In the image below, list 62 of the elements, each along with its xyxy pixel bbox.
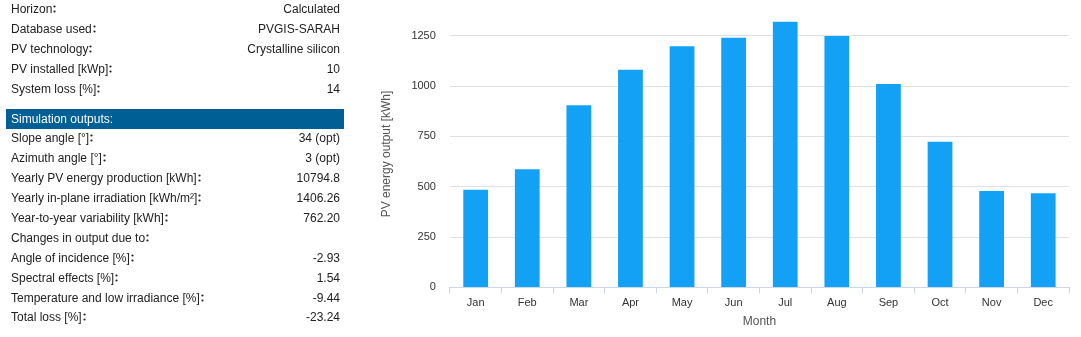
y-tick-label: 1250 [411,28,436,41]
x-tick-label: Jan [466,296,485,309]
category-label: Spectral effects [%] [11,270,115,285]
category-label: Year-to-year variability [kWh] [11,211,164,226]
y-tick-label: 500 [417,179,436,192]
bar [927,141,953,287]
bar [669,46,695,287]
text: 10794.8 [296,171,340,186]
bar [514,169,540,287]
y-tick-label: 250 [417,230,436,243]
text: 10 [326,61,340,76]
text: 14 [326,81,340,96]
category-label: Azimuth angle [°] [11,151,102,166]
category-label: Slope angle [°] [11,131,90,146]
text: 3 (opt) [305,151,340,166]
bar [721,37,747,287]
x-tick-label: Dec [1033,296,1054,309]
category-label: Horizon [11,2,53,16]
bar [772,21,798,287]
category-label: PV technology [11,41,89,56]
category-label: PV installed [kWp] [11,61,109,76]
category-label: Database used [11,21,92,36]
text: Simulation outputs: [6,109,344,130]
bar [824,36,850,287]
x-tick-label: Mar [569,296,589,309]
text: -2.93 [312,250,340,265]
x-axis-title: Month [742,314,777,329]
category-label: Total loss [%] [11,310,82,325]
category-label: Yearly in-plane irradiation [kWh/m²] [11,191,198,206]
text: -9.44 [312,290,340,305]
category-label: Temperature and low irradiance [%] [11,290,200,305]
y-tick-label: 0 [429,280,436,293]
text: 34 (opt) [298,131,340,146]
text: Calculated [283,2,340,16]
category-label: Changes in output due to [11,230,146,245]
text: 1406.26 [296,191,340,206]
category-label: Angle of incidence [%] [11,250,130,265]
y-tick-label: 750 [417,129,436,142]
text: PVGIS-SARAH [257,21,340,36]
bar [463,189,489,287]
y-tick-label: 1000 [411,79,436,92]
x-tick-label: Feb [517,296,537,309]
x-tick-label: Jul [778,296,793,309]
x-tick-label: Aug [827,296,847,309]
bar [566,105,592,287]
bar [618,69,643,287]
x-tick-label: Jun [724,296,743,309]
text: -23.24 [305,310,340,325]
category-label: Yearly PV energy production [kWh] [11,171,197,186]
x-tick-label: May [671,296,693,309]
x-tick-label: Sep [878,296,899,309]
text: 1.54 [316,270,340,285]
x-tick-label: Oct [931,296,949,309]
category-label: System loss [%] [11,81,97,96]
bar [979,190,1004,287]
x-tick-label: Nov [981,296,1002,309]
bar [1030,193,1056,287]
y-axis-title: PV energy output [kWh] [378,90,393,218]
text: Crystalline silicon [247,41,340,56]
bar [876,84,901,287]
x-tick-label: Apr [621,296,640,309]
text: 762.20 [303,211,340,226]
